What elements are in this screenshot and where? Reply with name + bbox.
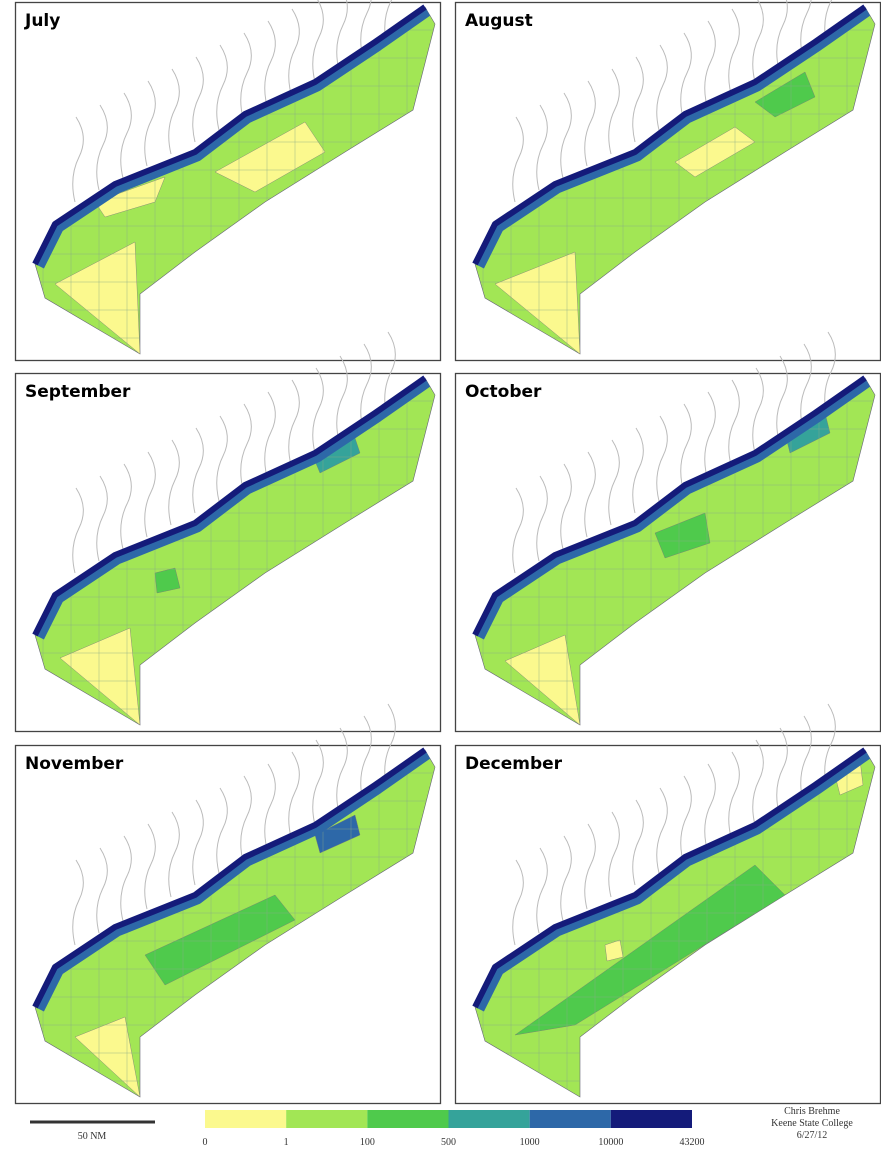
legend-swatch (286, 1110, 367, 1128)
legend-swatch (367, 1110, 448, 1128)
panel-title: September (25, 382, 131, 402)
legend-label: 1 (284, 1137, 289, 1148)
credit: Keene State College (771, 1118, 853, 1129)
map-panel: November (15, 704, 441, 1104)
legend-label: 10000 (598, 1137, 623, 1148)
panel-title: November (25, 754, 124, 774)
map-panel: July (15, 0, 441, 361)
legend-label: 100 (360, 1137, 375, 1148)
panel-title: August (465, 11, 533, 31)
map-panel: September (15, 332, 441, 732)
map-panel: October (455, 332, 881, 732)
legend-label: 500 (441, 1137, 456, 1148)
panel-title: December (465, 754, 563, 774)
map-panel: December (455, 704, 881, 1104)
legend-label: 1000 (520, 1137, 540, 1148)
legend-label: 43200 (680, 1137, 705, 1148)
legend-label: 0 (203, 1137, 208, 1148)
legend-swatch (530, 1110, 611, 1128)
legend-swatch (449, 1110, 530, 1128)
credit: Chris Brehme (784, 1106, 840, 1117)
credit: 6/27/12 (797, 1130, 828, 1141)
figure: July August September October November Decemb… (0, 0, 881, 1151)
scale-label: 50 NM (78, 1131, 107, 1142)
panel-title: July (24, 11, 60, 31)
legend-swatch (205, 1110, 286, 1128)
map-panel: August (455, 0, 881, 361)
panel-title: October (465, 382, 542, 402)
legend-swatch (611, 1110, 692, 1128)
